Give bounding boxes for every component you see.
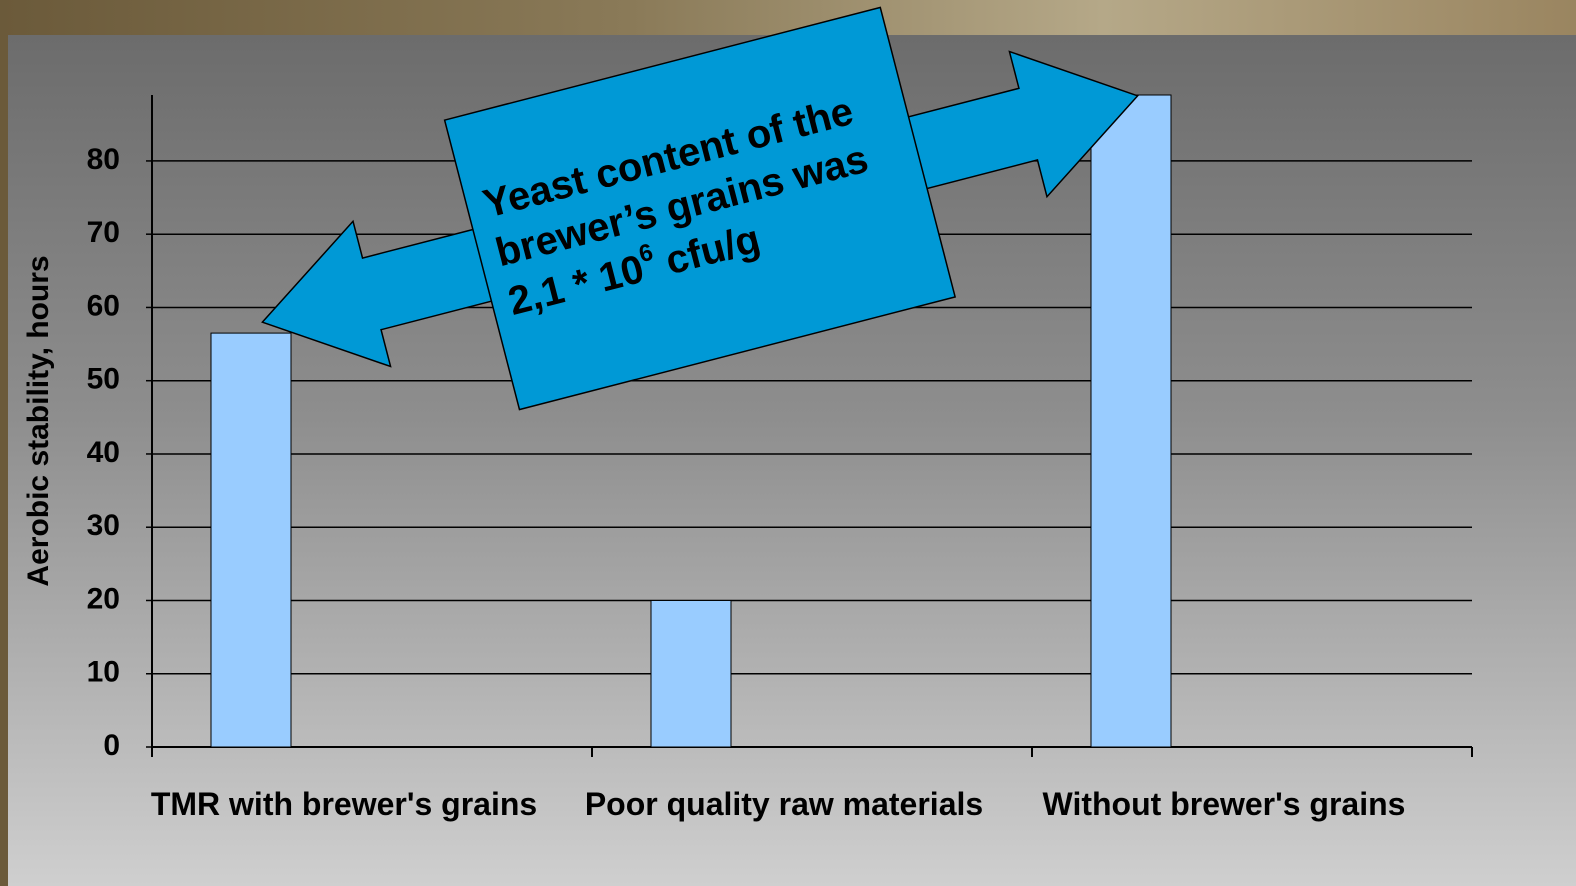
x-tick-label: Poor quality raw materials — [574, 780, 994, 828]
x-tick-label: TMR with brewer's grains — [134, 780, 554, 828]
chart: 0 10 20 30 40 50 60 70 80 Aerobic stability, hou… — [0, 0, 1576, 886]
y-tick-label: 40 — [87, 436, 120, 469]
y-axis-label: Aerobic stability, hours — [22, 255, 55, 586]
y-tick-label: 50 — [87, 363, 120, 396]
y-tick-label: 80 — [87, 143, 120, 176]
y-tick-label: 10 — [87, 656, 120, 689]
page: 0 10 20 30 40 50 60 70 80 Aerobic stability, hou… — [0, 0, 1576, 886]
y-tick-label: 20 — [87, 582, 120, 615]
bar — [651, 600, 731, 747]
bar — [211, 333, 291, 747]
y-tick-label: 0 — [103, 729, 120, 762]
y-tick-label: 30 — [87, 509, 120, 542]
bar — [1091, 95, 1171, 747]
x-tick-label: Without brewer's grains — [1014, 780, 1434, 828]
y-tick-label: 70 — [87, 216, 120, 249]
y-tick-label: 60 — [87, 289, 120, 322]
